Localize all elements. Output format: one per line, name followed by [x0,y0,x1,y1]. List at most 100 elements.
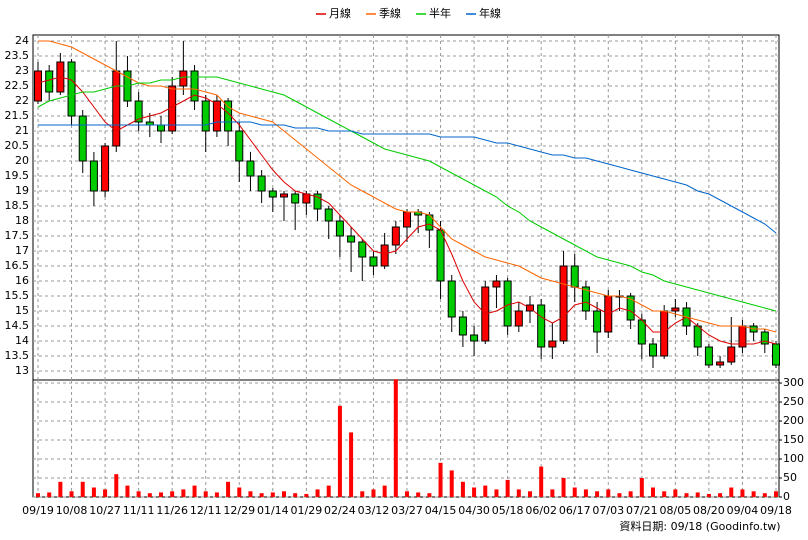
volume-bar [69,491,74,497]
volume-bar [516,489,521,497]
x-tick-label: 04/15 [425,504,457,517]
ma-line [38,40,777,333]
volume-bar [214,492,219,497]
volume-bar [561,478,566,497]
y-tick-label: 15 [15,304,29,317]
candle-body [548,340,557,348]
volume-bar [718,493,723,497]
volume-bar [684,493,689,497]
volume-bar [259,493,264,497]
x-tick-label: 11/11 [123,504,155,517]
volume-bar [393,379,398,497]
candle-body [649,343,657,357]
x-tick-label: 03/27 [391,504,423,517]
y-tick-label: 14.5 [5,319,30,332]
volume-bar [360,491,365,497]
candle-body [760,331,769,345]
y-tick-label: 22 [15,94,29,107]
y-tick-label: 20 [15,154,29,167]
volume-bar [226,481,231,497]
volume-bar [248,491,253,497]
volume-bar [572,487,577,497]
y2-tick-label: 250 [783,395,804,408]
ma-line [37,76,777,312]
volume-bar [36,493,40,497]
volume-bar [103,489,108,497]
x-tick-label: 03/12 [358,504,390,517]
volume-bar [170,491,175,497]
volume-bar [159,492,163,497]
candle-body [570,265,579,288]
legend-label: 月線 [329,6,351,20]
candle-body [704,346,713,366]
candle-body [280,193,288,198]
candle-body [503,280,512,327]
candle-body [134,100,143,123]
x-tick-label: 07/21 [626,504,658,517]
x-tick-label: 08/20 [693,504,725,517]
candle-body [458,316,467,336]
candle-body [112,70,121,147]
y-tick-label: 24 [15,34,29,47]
volume-bar [673,489,678,497]
candle-body [693,325,702,348]
candle-body [772,343,780,366]
candle-body [201,100,210,132]
y2-tick-label: 300 [783,376,804,389]
volume-bar [114,474,119,497]
y-tick-label: 13 [15,364,29,377]
volume-bar [449,470,454,497]
candle-body [224,100,233,132]
y-tick-label: 16 [15,274,29,287]
x-tick-label: 01/14 [257,504,289,517]
y-tick-label: 18 [15,214,29,227]
volume-bar [270,492,275,497]
x-tick-label: 12/29 [223,504,255,517]
volume-bar [762,493,767,497]
candle-body [637,319,646,345]
x-tick-label: 05/18 [492,504,524,517]
candle-body [313,193,322,210]
y-tick-label: 21 [15,124,29,137]
x-tick-label: 07/03 [592,504,624,517]
legend-label: 半年 [429,6,451,20]
volume-bar [706,493,711,497]
candle-body [291,193,300,204]
candle-body [179,70,188,87]
candle-body [335,220,344,237]
x-tick-label: 09/18 [760,504,792,517]
candle-body [626,295,635,321]
candle-body [67,61,76,117]
x-tick-label: 12/11 [190,504,222,517]
y-tick-label: 18.5 [5,199,30,212]
y2-tick-label: 200 [783,414,804,427]
candle-body [447,280,456,318]
y-tick-label: 19 [15,184,29,197]
y-tick-label: 13.5 [5,349,30,362]
x-tick-label: 11/26 [156,504,188,517]
volume-bar [337,405,342,497]
y-tick-label: 21.5 [5,109,30,122]
volume-bar [326,485,331,497]
candle-body [246,160,255,177]
candle-body [257,175,266,192]
volume-bar [282,491,286,497]
volume-bar [472,487,477,497]
volume-bar [740,489,745,497]
volume-bar [774,491,778,497]
x-tick-label: 10/27 [89,504,121,517]
candle-body [34,70,42,102]
candle-body [347,235,356,243]
y2-tick-label: 100 [783,452,804,465]
candle-body [45,70,54,93]
volume-bar [136,491,141,497]
candle-body [514,310,523,327]
x-tick-label: 06/17 [559,504,591,517]
volume-bar [203,491,208,497]
ma-line [38,121,777,234]
volume-bar [382,485,387,497]
y-tick-label: 20.5 [5,139,30,152]
y-tick-label: 22.5 [5,79,30,92]
candle-body [268,190,277,198]
